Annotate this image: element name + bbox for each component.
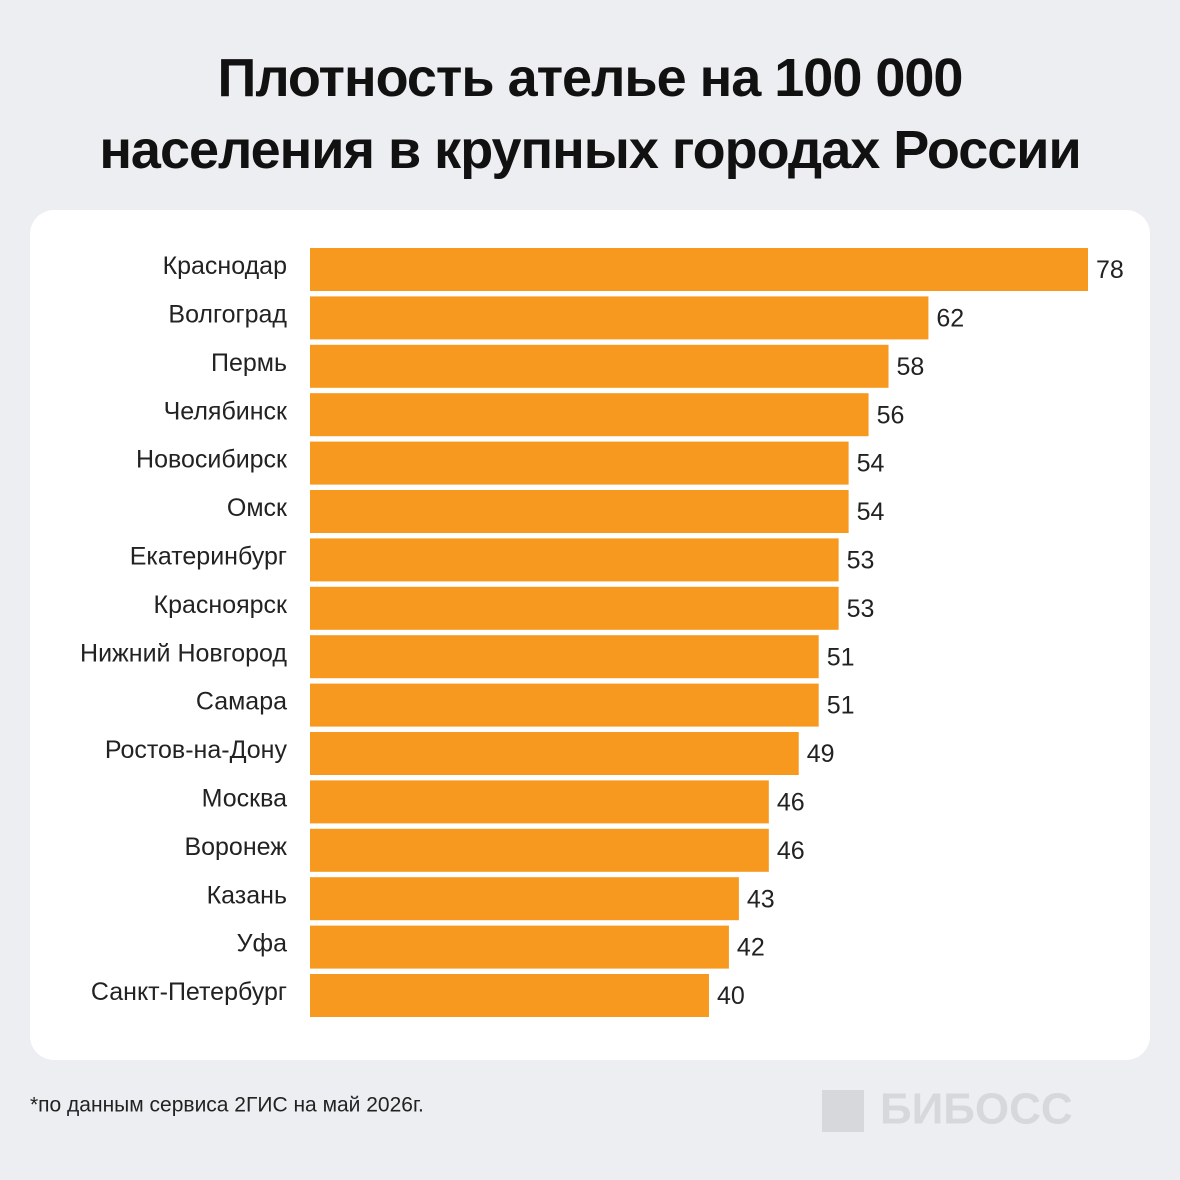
category-label: Краснодар — [163, 252, 287, 280]
value-label: 49 — [807, 740, 835, 768]
bar — [310, 296, 929, 340]
bar — [310, 732, 799, 775]
bar — [310, 925, 729, 969]
bar — [310, 538, 839, 582]
category-label: Санкт-Петербург — [91, 978, 287, 1006]
category-label: Новосибирск — [136, 446, 288, 474]
chart-title: Плотность ателье на 100 000 населения в … — [99, 48, 1081, 180]
bar — [310, 683, 819, 727]
bar — [310, 780, 769, 824]
bar — [310, 441, 849, 485]
category-label: Омск — [227, 494, 288, 522]
value-label: 54 — [857, 450, 885, 478]
logo: БИБОСС — [880, 1085, 1073, 1134]
category-label: Волгоград — [168, 301, 287, 329]
category-label: Пермь — [211, 349, 287, 377]
value-label: 78 — [1096, 256, 1124, 284]
bar — [310, 877, 739, 921]
value-label: 43 — [747, 885, 775, 913]
category-label: Москва — [202, 785, 287, 813]
bar — [310, 828, 769, 872]
bar — [310, 490, 849, 533]
value-label: 51 — [827, 692, 855, 720]
bar — [310, 344, 889, 388]
value-label: 53 — [847, 547, 875, 575]
category-label: Ростов-на-Дону — [105, 736, 288, 764]
bar — [310, 248, 1088, 291]
logo-icon — [822, 1090, 864, 1132]
value-label: 62 — [936, 305, 964, 333]
value-label: 42 — [737, 934, 765, 962]
value-label: 54 — [857, 498, 885, 526]
bar — [310, 393, 869, 437]
value-label: 46 — [777, 789, 805, 817]
category-label: Уфа — [237, 930, 287, 958]
value-label: 51 — [827, 643, 855, 671]
category-label: Воронеж — [184, 833, 287, 861]
value-label: 58 — [897, 353, 925, 381]
value-label: 46 — [777, 837, 805, 865]
category-label: Челябинск — [164, 397, 288, 425]
category-label: Екатеринбург — [130, 543, 287, 571]
category-label: Красноярск — [154, 591, 289, 619]
category-label: Самара — [196, 688, 287, 716]
category-label: Нижний Новгород — [80, 639, 287, 667]
bar — [310, 974, 709, 1017]
bar — [310, 635, 819, 679]
category-label: Казань — [207, 881, 287, 909]
footnote: *по данным сервиса 2ГИС на май 2026г. — [30, 1094, 424, 1117]
value-label: 53 — [847, 595, 875, 623]
value-label: 40 — [717, 982, 745, 1010]
value-label: 56 — [877, 401, 905, 429]
bar — [310, 586, 839, 630]
